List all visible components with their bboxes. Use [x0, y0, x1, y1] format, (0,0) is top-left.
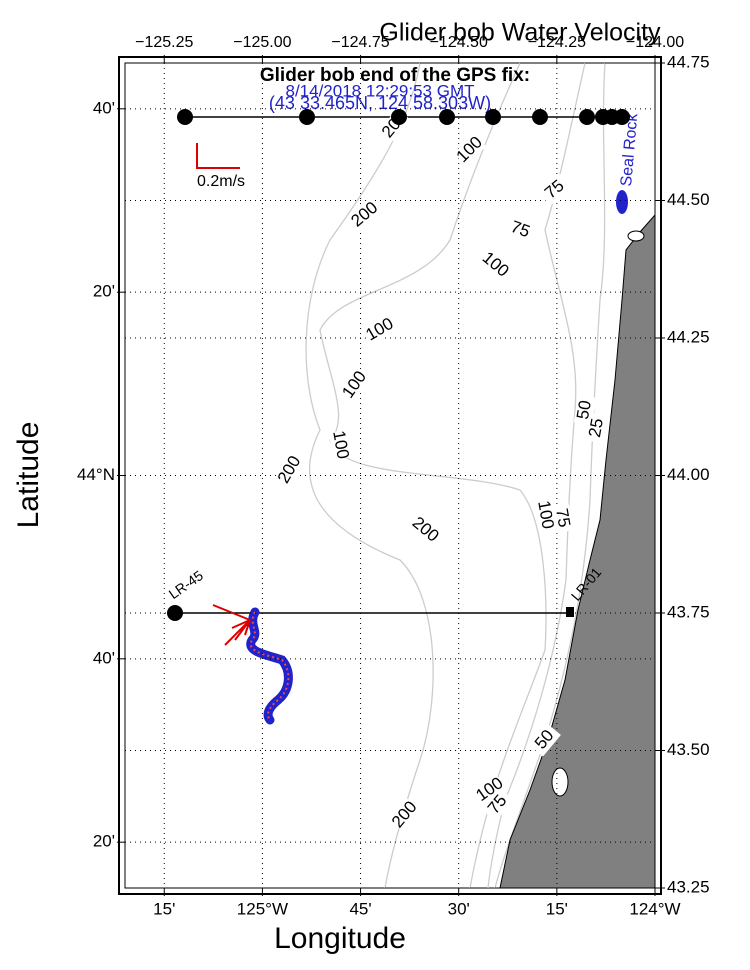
contour-label-bg	[503, 216, 537, 244]
left-tick-label: 40'	[93, 98, 115, 117]
scale-arrow	[196, 143, 240, 169]
glider-cluster	[616, 190, 628, 214]
contour-label-bg	[275, 453, 305, 487]
bottom-tick-label: 15'	[153, 899, 175, 918]
y-axis-title: Latitude	[12, 422, 45, 529]
top-tick-label: −125.25	[135, 34, 193, 51]
station	[391, 109, 407, 125]
right-tick-label: 44.50	[667, 190, 710, 209]
top-tick-label: −124.75	[331, 34, 389, 51]
station	[566, 607, 574, 617]
contour-label: 25	[585, 417, 607, 439]
contour-label-bg	[389, 798, 421, 832]
bottom-tick-label: 45'	[349, 899, 371, 918]
contour-label-bg	[550, 502, 574, 534]
frame-border	[118, 56, 662, 895]
land	[499, 213, 656, 889]
station	[614, 109, 630, 125]
bottom-tick-label: 30'	[448, 899, 470, 918]
contour-label-bg	[363, 315, 397, 345]
contour-label-bg	[533, 499, 557, 531]
scale-label: 0.2m/s	[197, 173, 245, 190]
bay	[551, 767, 569, 797]
station	[579, 109, 595, 125]
top-tick-label: −124.25	[528, 34, 586, 51]
map-title: Glider bob Water Velocity	[379, 19, 661, 47]
contour-label-bg	[538, 174, 572, 206]
glider-velocity-points	[249, 611, 290, 721]
top-tick-label: −124.00	[626, 34, 684, 51]
bottom-tick-label: 124°W	[629, 899, 680, 918]
bottom-tick-label: 125°W	[237, 899, 288, 918]
isobath-50	[494, 62, 606, 889]
info-heading: Glider bob end of the GPS fix:	[260, 65, 530, 86]
station	[485, 109, 501, 125]
contour-label-bg	[482, 788, 514, 822]
contour-label: 75	[552, 507, 574, 529]
left-tick-label: 40'	[93, 648, 115, 667]
seal-rock-label: Seal Rock	[618, 112, 641, 187]
velocity-arrows	[212, 604, 251, 646]
contour-label-bg	[529, 723, 561, 757]
contour-label: 50	[573, 399, 595, 421]
top-tick-label: −125.00	[233, 34, 291, 51]
left-tick-label: 44°N	[77, 465, 115, 484]
info-time: 8/14/2018 12:29:53 GMT	[285, 81, 474, 100]
velocity-arrow	[212, 604, 251, 646]
x-axis-title: Longitude	[274, 922, 406, 955]
contour-label-bg	[585, 412, 609, 444]
right-tick-label: 43.75	[667, 602, 710, 621]
bay	[627, 230, 645, 242]
station	[439, 109, 455, 125]
right-tick-label: 43.50	[667, 740, 710, 759]
contour-label-bg	[478, 249, 512, 281]
isobath-200	[305, 62, 434, 889]
contour-label-bg	[408, 514, 442, 546]
right-tick-label: 44.25	[667, 327, 710, 346]
station	[167, 605, 183, 621]
contour-label-bg	[348, 199, 382, 231]
station	[177, 109, 193, 125]
right-tick-label: 44.00	[667, 465, 710, 484]
right-tick-label: 43.25	[667, 877, 710, 896]
contour-label-bg	[473, 774, 507, 806]
contour-label: 100	[329, 429, 353, 460]
station	[532, 109, 548, 125]
top-tick-label: −124.50	[430, 34, 488, 51]
right-tick-label: 44.75	[667, 52, 710, 71]
bottom-tick-label: 15'	[546, 899, 568, 918]
contour-label-bg	[339, 368, 371, 402]
contour-label-bg	[328, 429, 352, 461]
contour-label-bg	[453, 133, 487, 167]
info-position: (43 33.465N, 124 58.303W)	[269, 93, 491, 113]
left-tick-label: 20'	[93, 832, 115, 851]
station	[299, 109, 315, 125]
left-tick-label: 20'	[93, 282, 115, 301]
